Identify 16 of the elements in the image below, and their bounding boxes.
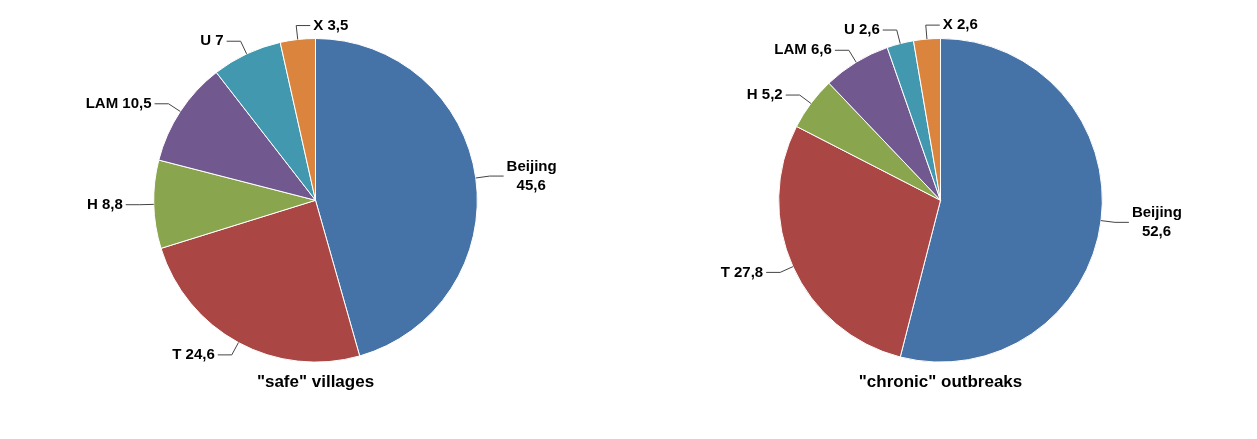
slice-label: H 5,2 (746, 85, 783, 103)
slice-label: X 3,5 (313, 15, 349, 33)
slice-label: LAM 6,6 (774, 40, 832, 58)
slice-label: T 24,6 (172, 345, 215, 363)
slice-label: Beijing (1131, 203, 1182, 221)
slice-label: LAM 10,5 (85, 93, 152, 111)
text: "chronic" outbreaks (858, 372, 1023, 392)
slice-label: U 2,6 (843, 20, 880, 38)
slice-label: Beijing (506, 157, 557, 175)
slice-label: U 7 (200, 31, 224, 49)
slice-label: X 2,6 (942, 15, 978, 33)
slice-label: T 27,8 (720, 262, 764, 280)
data-label: 52,6 (1141, 222, 1172, 240)
text: "safe" villages (256, 372, 375, 392)
data-label: 45,6 (516, 176, 546, 194)
slice-label: H 8,8 (86, 194, 123, 212)
